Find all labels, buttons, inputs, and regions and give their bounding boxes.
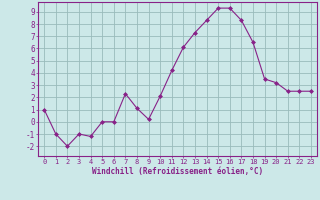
X-axis label: Windchill (Refroidissement éolien,°C): Windchill (Refroidissement éolien,°C)	[92, 167, 263, 176]
